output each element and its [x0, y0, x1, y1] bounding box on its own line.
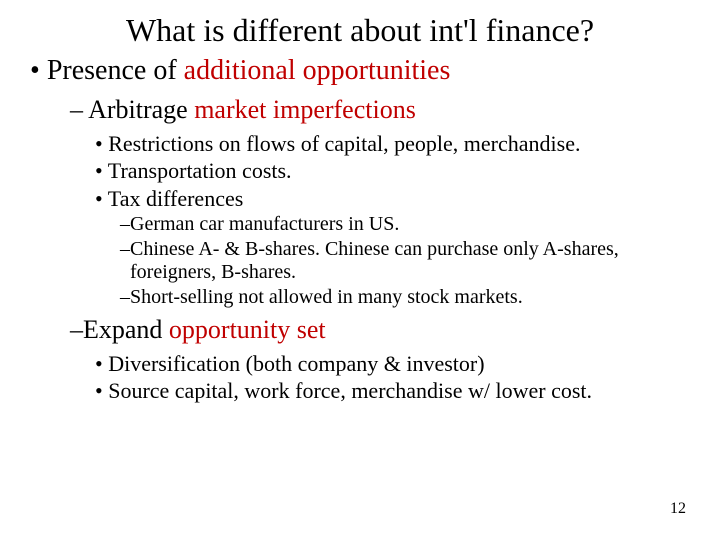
- bullet-level3: • Restrictions on flows of capital, peop…: [95, 131, 690, 156]
- bullet-text-accent: market imperfections: [194, 95, 416, 124]
- bullet-level4: –Chinese A- & B-shares. Chinese can purc…: [120, 238, 690, 284]
- bullet-level4: –Short-selling not allowed in many stock…: [120, 286, 690, 309]
- bullet-text-pre: – Arbitrage: [70, 95, 194, 124]
- slide-container: What is different about int'l finance? •…: [0, 0, 720, 540]
- bullet-text-accent: opportunity set: [169, 315, 326, 344]
- bullet-level3: • Diversification (both company & invest…: [95, 351, 690, 376]
- bullet-level1: • Presence of additional opportunities: [30, 55, 690, 87]
- bullet-marker: •: [30, 55, 47, 86]
- bullet-level4: –German car manufacturers in US.: [120, 213, 690, 236]
- bullet-level3: • Tax differences: [95, 186, 690, 211]
- bullet-text-pre: –Expand: [70, 315, 169, 344]
- bullet-text-pre: Presence of: [47, 55, 184, 86]
- bullet-level3: • Source capital, work force, merchandis…: [95, 378, 690, 403]
- slide-title: What is different about int'l finance?: [30, 12, 690, 49]
- bullet-text-accent: additional opportunities: [184, 55, 451, 86]
- bullet-level2-arbitrage: – Arbitrage market imperfections: [70, 95, 690, 125]
- page-number: 12: [670, 500, 686, 518]
- bullet-level2-expand: –Expand opportunity set: [70, 315, 690, 345]
- bullet-level3: • Transportation costs.: [95, 158, 690, 183]
